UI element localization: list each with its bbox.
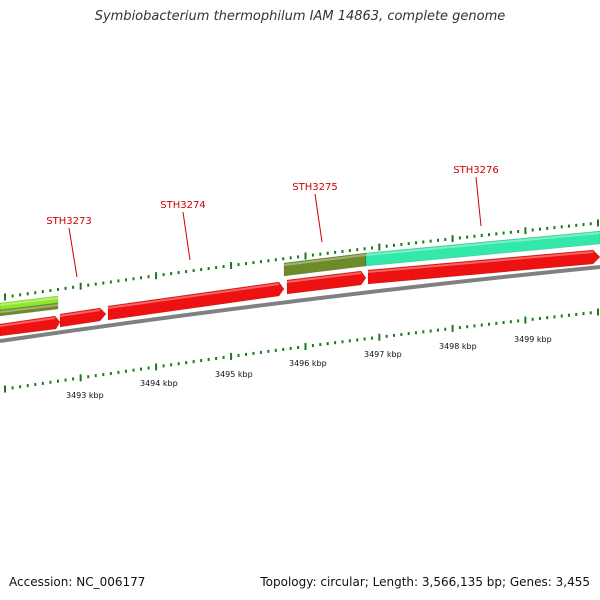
ruler-label: 3496 kbp	[289, 359, 327, 368]
forward-gene-teal[interactable]	[365, 230, 600, 267]
ruler-label: 3494 kbp	[140, 379, 178, 388]
reverse-gene-2[interactable]	[59, 307, 107, 328]
gene-labels: STH3273 STH3274 STH3275 STH3276	[46, 165, 499, 278]
ruler-label: 3499 kbp	[514, 335, 552, 344]
gene-label-leader	[475, 176, 482, 227]
gene-label-leader	[68, 227, 78, 278]
genome-summary: Topology: circular; Length: 3,566,135 bp…	[260, 575, 590, 589]
forward-gene-lime-highlight	[0, 297, 59, 306]
gene-label-leader	[314, 193, 323, 243]
reverse-gene-1-highlight	[0, 317, 56, 327]
reverse-gene-5-highlight	[367, 251, 594, 273]
gene-label[interactable]: STH3273	[46, 216, 91, 227]
gene-label[interactable]: STH3276	[453, 165, 498, 176]
reverse-gene-2-highlight	[59, 309, 101, 317]
forward-gene-olive-highlight	[283, 254, 367, 266]
feature-track	[0, 230, 600, 337]
reverse-gene-3-highlight	[107, 283, 280, 309]
reverse-gene-4-highlight	[286, 272, 362, 283]
reverse-gene-3[interactable]	[107, 281, 285, 321]
forward-gene-olive-left[interactable]	[0, 302, 59, 317]
accession-label: Accession: NC_006177	[9, 575, 146, 589]
ruler-labels: 3493 kbp 3494 kbp 3495 kbp 3496 kbp 3497 kbp…	[66, 335, 552, 400]
gene-label[interactable]: STH3274	[160, 200, 205, 211]
forward-gene-teal-highlight	[365, 232, 600, 256]
upper-ruler	[4, 219, 599, 301]
reverse-gene-4[interactable]	[286, 270, 367, 295]
ruler-label: 3497 kbp	[364, 350, 402, 359]
map-title: Symbiobacterium thermophilum IAM 14863, …	[94, 9, 506, 24]
ruler-label: 3498 kbp	[439, 342, 477, 351]
reverse-gene-5[interactable]	[367, 249, 600, 285]
reverse-gene-1[interactable]	[0, 315, 61, 337]
lower-ruler	[4, 308, 599, 393]
genome-backbone	[0, 265, 600, 343]
ruler-label: 3493 kbp	[66, 391, 104, 400]
forward-gene-olive-left-highlight	[0, 304, 59, 313]
gene-label-leader	[182, 211, 191, 261]
ruler-label: 3495 kbp	[215, 370, 253, 379]
gene-label[interactable]: STH3275	[292, 182, 337, 193]
